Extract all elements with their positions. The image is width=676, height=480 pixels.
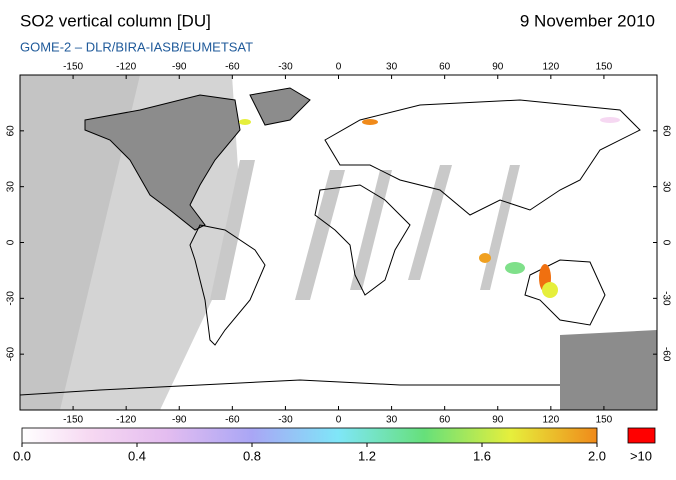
colorbar-tick-label: 0.8 xyxy=(243,448,261,463)
lon-tick-label-bottom: 30 xyxy=(386,415,398,426)
lat-tick-label-left: 60 xyxy=(6,125,17,137)
lon-tick-label-top: -60 xyxy=(225,62,240,73)
overflow-label: >10 xyxy=(630,448,652,463)
lat-tick-label-right: 30 xyxy=(660,181,671,193)
colorbar-tick-label: 2.0 xyxy=(588,448,606,463)
lon-tick-label-bottom: -60 xyxy=(225,415,240,426)
colorbar xyxy=(21,427,598,444)
colorbar-tick-label: 0.0 xyxy=(13,448,31,463)
lon-tick-label-top: -120 xyxy=(116,62,136,73)
lon-tick-label-top: -30 xyxy=(278,62,293,73)
lon-tick-label-bottom: 150 xyxy=(596,415,613,426)
lon-tick-label-bottom: 60 xyxy=(439,415,451,426)
colorbar-tick-label: 1.6 xyxy=(473,448,491,463)
title: SO2 vertical column [DU] xyxy=(20,11,211,30)
lon-tick-label-top: 0 xyxy=(336,62,342,73)
lon-tick-label-bottom: 0 xyxy=(336,415,342,426)
lat-tick-label-right: 60 xyxy=(660,125,671,137)
colorbar-overflow xyxy=(627,427,656,444)
colorbar-tick-label: 0.4 xyxy=(128,448,146,463)
lat-tick-label-left: -30 xyxy=(6,291,17,306)
lon-tick-label-top: -90 xyxy=(172,62,187,73)
lon-tick-label-bottom: -150 xyxy=(63,415,83,426)
lon-tick-label-bottom: 120 xyxy=(542,415,559,426)
lon-tick-label-top: -150 xyxy=(63,62,83,73)
lat-tick-label-right: -60 xyxy=(660,347,671,362)
lon-tick-label-top: 120 xyxy=(542,62,559,73)
date: 9 November 2010 xyxy=(520,11,655,30)
colorbar-tick-label: 1.2 xyxy=(358,448,376,463)
lat-tick-label-left: 0 xyxy=(6,239,17,245)
so2-patches xyxy=(239,117,620,298)
lat-tick-label-left: 30 xyxy=(6,181,17,193)
subtitle: GOME-2 – DLR/BIRA-IASB/EUMETSAT xyxy=(20,39,253,54)
map-body xyxy=(20,75,657,410)
lon-tick-label-bottom: -30 xyxy=(278,415,293,426)
lat-tick-label-right: -30 xyxy=(660,291,671,306)
lat-tick-label-right: 0 xyxy=(660,240,671,246)
lon-tick-label-top: 90 xyxy=(492,62,504,73)
lon-tick-label-top: 60 xyxy=(439,62,451,73)
lon-tick-label-top: 150 xyxy=(596,62,613,73)
lon-tick-label-bottom: -120 xyxy=(116,415,136,426)
lon-tick-label-bottom: 90 xyxy=(492,415,504,426)
lon-tick-label-top: 30 xyxy=(386,62,398,73)
lat-tick-label-left: -60 xyxy=(6,347,17,362)
lon-tick-label-bottom: -90 xyxy=(172,415,187,426)
